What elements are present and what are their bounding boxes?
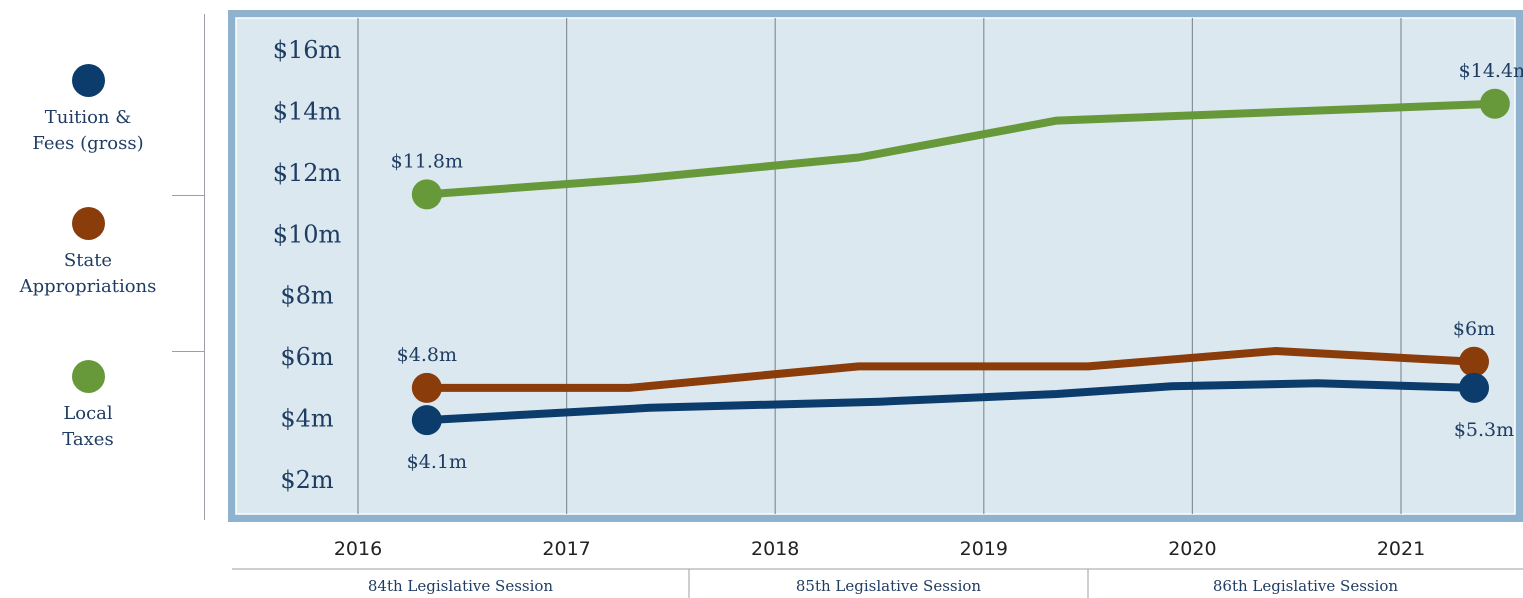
legend-divider [204,14,205,520]
x-tick-label: 2020 [1168,538,1216,560]
legend-label-state: State Appropriations [19,250,157,297]
legend-separator [172,195,204,196]
legend-label-local: Local Taxes [62,403,114,450]
series-marker [411,179,442,210]
series-marker [1459,372,1490,403]
legend-marker-tuition [71,64,105,97]
data-label: $5.3m [1454,419,1514,441]
y-tick-label: $12m [273,159,342,187]
y-tick-label: $16m [273,36,342,64]
data-label: $4.1m [407,451,467,473]
y-axis-tick-labels: $2m $4m $6m $8m $10m $12m $14m $16m [273,36,342,494]
y-tick-label: $8m [280,282,334,310]
series-line [422,347,1478,392]
session-label: 84th Legislative Session [368,577,554,595]
y-tick-label: $6m [280,343,334,371]
legend-item-state: State Appropriations [0,207,176,300]
y-tick-label: $10m [273,220,342,248]
data-label: $4.8m [397,344,457,366]
x-tick-label: 2018 [751,538,799,560]
legend-marker-state [71,207,105,240]
series-marker [1479,88,1510,119]
legislative-sessions: 84th Legislative Session 85th Legislative… [232,568,1523,598]
series-marker [411,405,442,436]
series-marker [1459,346,1490,377]
data-label: $6m [1453,318,1495,340]
session-label: 86th Legislative Session [1213,577,1399,595]
gridlines [357,18,1402,514]
series-marker [411,372,442,403]
x-axis-tick-labels: 2016 2017 2018 2019 2020 2021 [334,538,1425,560]
plot-frame [228,10,1523,522]
x-tick-label: 2021 [1377,538,1425,560]
y-tick-label: $14m [273,97,342,125]
legend-label-tuition: Tuition & Fees (gross) [32,107,144,154]
legend-item-tuition: Tuition & Fees (gross) [0,64,176,157]
x-tick-label: 2019 [960,538,1008,560]
plot-area [235,17,1516,515]
x-tick-label: 2016 [334,538,382,560]
legend-item-local: Local Taxes [0,360,176,453]
series-lines [411,88,1510,436]
y-tick-label: $4m [280,405,334,433]
data-label: $14.4m [1459,60,1523,82]
data-label: $11.8m [391,150,463,172]
x-tick-label: 2017 [542,538,590,560]
legend-marker-local [71,360,105,393]
y-tick-label: $2m [280,466,334,494]
data-labels: $11.8m $14.4m $4.8m $6m $4.1m $5.3m [391,60,1523,473]
series-line [422,379,1478,425]
session-label: 85th Legislative Session [796,577,982,595]
legend-separator [172,351,204,352]
series-line [422,99,1499,199]
